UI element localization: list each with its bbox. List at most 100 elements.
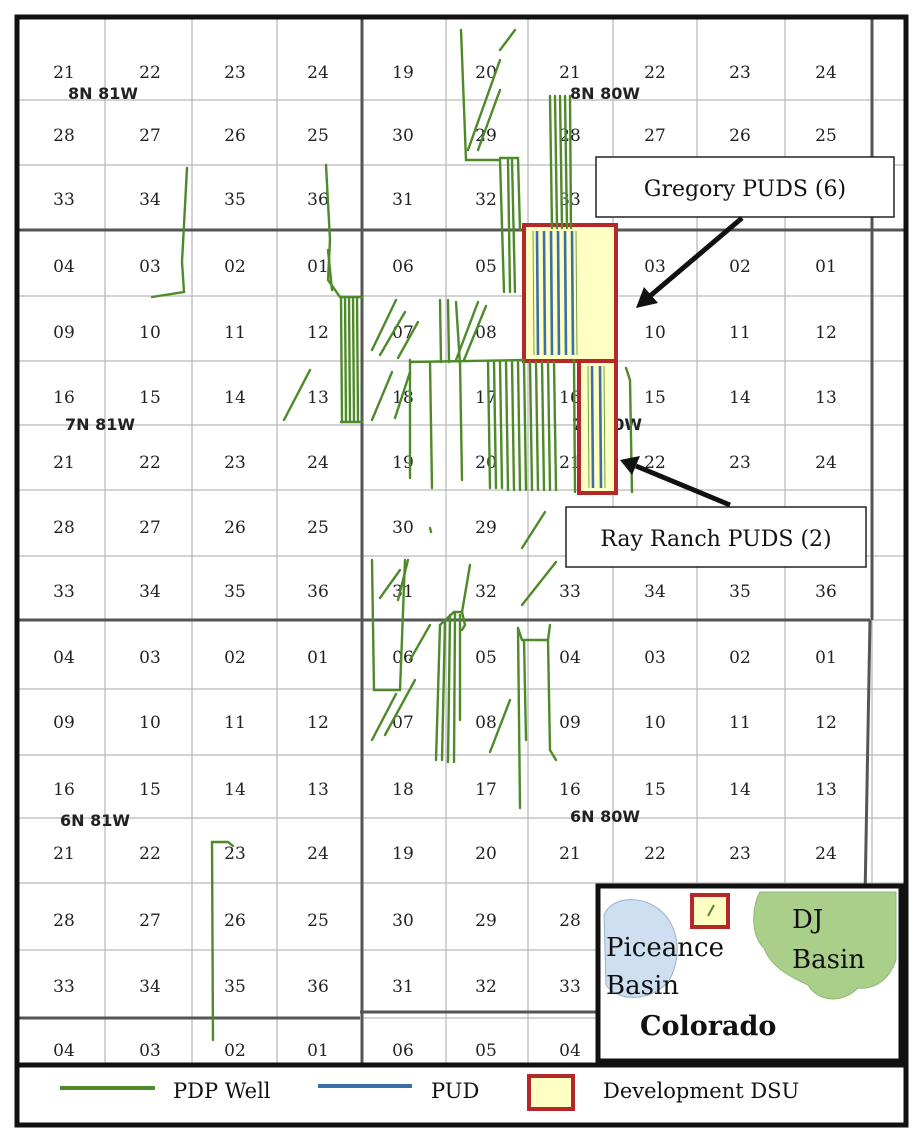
legend-dsu-label: Development DSU — [603, 1079, 799, 1103]
pdp-well — [396, 558, 410, 602]
pdp-well — [498, 156, 522, 232]
section-number: 13 — [815, 388, 837, 408]
section-number: 22 — [644, 63, 666, 83]
section-number: 33 — [53, 977, 75, 997]
pdp-well — [210, 840, 215, 1042]
section-number: 13 — [815, 780, 837, 800]
section-number: 23 — [224, 844, 246, 864]
section-number: 22 — [139, 453, 161, 473]
pdp-well — [516, 623, 552, 642]
section-number: 21 — [53, 63, 75, 83]
pdp-well — [558, 94, 564, 230]
section-number: 21 — [53, 453, 75, 473]
pdp-well — [378, 568, 402, 600]
section-number: 02 — [224, 648, 246, 668]
section-number: 03 — [139, 1041, 161, 1061]
pdp-well — [462, 304, 488, 362]
section-number: 10 — [644, 323, 666, 343]
pdp-well — [546, 360, 552, 492]
section-number: 03 — [139, 257, 161, 277]
section-number: 24 — [815, 453, 837, 473]
pdp-well — [568, 94, 573, 230]
arrow-head-icon — [636, 287, 658, 308]
pdp-well — [378, 310, 407, 357]
pdp-well — [351, 295, 356, 424]
pdp-well — [210, 840, 235, 848]
section-number: 27 — [139, 911, 161, 931]
section-number: 24 — [307, 844, 329, 864]
section-number: 02 — [729, 257, 751, 277]
section-number: 09 — [559, 713, 581, 733]
pdp-well — [428, 526, 433, 534]
pdp-well — [370, 370, 394, 422]
section-number: 35 — [729, 582, 751, 602]
section-number: 33 — [559, 977, 581, 997]
section-number: 19 — [392, 844, 414, 864]
section-number: 32 — [475, 582, 497, 602]
section-number: 29 — [475, 518, 497, 538]
section-number: 12 — [307, 323, 329, 343]
colorado-label: Colorado — [640, 1011, 776, 1042]
section-number: 30 — [392, 911, 414, 931]
pdp-well — [428, 360, 434, 490]
legend-dsu-swatch — [527, 1074, 575, 1111]
piceance-label-1: Piceance — [606, 933, 724, 963]
section-number: 34 — [644, 582, 666, 602]
section-number: 25 — [307, 911, 329, 931]
pdp-well — [498, 158, 506, 294]
section-number: 31 — [392, 190, 414, 210]
township-label-7n81w: 7N 81W — [65, 415, 135, 434]
section-number: 02 — [224, 257, 246, 277]
section-number: 02 — [224, 1041, 246, 1061]
section-number: 36 — [815, 582, 837, 602]
section-number: 14 — [224, 780, 246, 800]
pdp-well — [522, 360, 528, 492]
section-number: 28 — [53, 911, 75, 931]
pdp-well — [282, 368, 312, 422]
pdp-well — [498, 360, 504, 490]
section-number: 34 — [139, 582, 161, 602]
pdp-well — [434, 623, 442, 762]
section-number: 03 — [644, 257, 666, 277]
pdp-well — [516, 360, 522, 492]
callout-ray-ranch: Ray Ranch PUDS (2) — [565, 456, 867, 568]
arrow-head-icon — [620, 456, 640, 475]
pud-wells — [535, 230, 603, 489]
section-number: 33 — [559, 582, 581, 602]
section-number: 28 — [53, 126, 75, 146]
section-number: 15 — [139, 388, 161, 408]
pdp-well — [504, 360, 510, 492]
pdp-well — [458, 360, 464, 482]
pdp-well — [459, 28, 502, 162]
development-dsu-ray-ranch — [577, 359, 618, 495]
section-number: 27 — [139, 126, 161, 146]
section-number: 01 — [815, 648, 837, 668]
section-number: 23 — [224, 453, 246, 473]
pdp-well — [522, 638, 528, 742]
pdp-well — [510, 360, 516, 492]
section-number: 36 — [307, 977, 329, 997]
section-number: 09 — [53, 713, 75, 733]
map-outer-frame — [14, 14, 909, 1128]
section-number: 04 — [53, 648, 75, 668]
pdp-wells — [150, 28, 634, 1042]
pdp-well — [548, 94, 554, 230]
section-number: 03 — [139, 648, 161, 668]
pdp-well — [528, 360, 534, 492]
pud-well — [535, 230, 540, 356]
section-number: 13 — [307, 780, 329, 800]
legend-pdp-label: PDP Well — [173, 1079, 271, 1103]
section-number: 26 — [224, 911, 246, 931]
section-number: 21 — [559, 844, 581, 864]
section-number: 26 — [224, 518, 246, 538]
section-number: 35 — [224, 190, 246, 210]
section-number: 09 — [53, 323, 75, 343]
section-number: 27 — [644, 126, 666, 146]
pdp-well — [486, 360, 492, 490]
pud-well — [570, 230, 575, 356]
section-number: 01 — [307, 1041, 329, 1061]
pdp-well — [326, 248, 334, 292]
section-number: 22 — [139, 844, 161, 864]
section-number: 07 — [392, 713, 414, 733]
